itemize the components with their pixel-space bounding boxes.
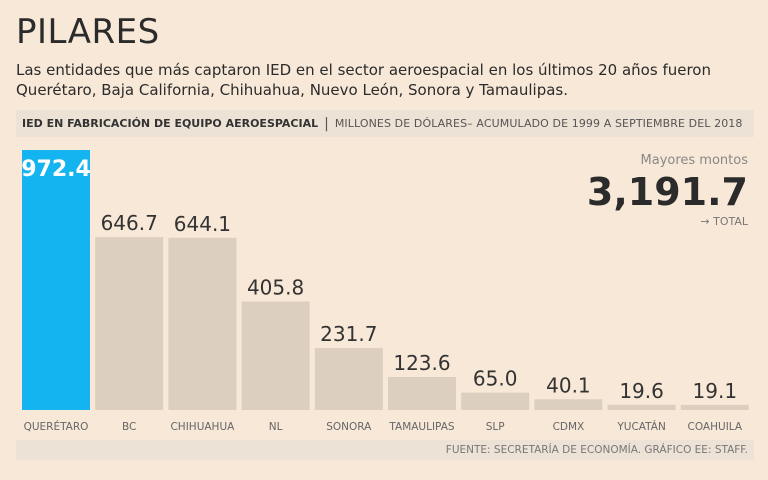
- bar-querétaro: [22, 150, 90, 410]
- bar-value-label: 972.4: [21, 157, 91, 182]
- category-label: QUERÉTARO: [24, 420, 89, 433]
- page-title: PILARES: [16, 12, 160, 52]
- category-label: CDMX: [553, 421, 585, 433]
- bar-value-label: 231.7: [320, 322, 377, 346]
- bar-tamaulipas: [388, 376, 456, 410]
- bar-chihuahua: [168, 237, 237, 410]
- chart-units: MILLONES DE DÓLARES– ACUMULADO DE 1999 A…: [334, 117, 743, 130]
- bar-value-label: 405.8: [247, 275, 304, 299]
- category-label: SONORA: [326, 421, 372, 433]
- bar-value-label: 19.6: [619, 379, 664, 403]
- chart-subtitle: Las entidades que más captaron IED en el…: [16, 61, 711, 99]
- category-label: TAMAULIPAS: [388, 421, 454, 433]
- total-label: Mayores montos: [640, 153, 748, 168]
- band-separator: |: [324, 115, 329, 132]
- category-label: CHIHUAHUA: [170, 421, 235, 433]
- category-label: YUCATÁN: [616, 420, 665, 433]
- bar-value-label: 40.1: [546, 373, 591, 397]
- chart-header-band: IED EN FABRICACIÓN DE EQUIPO AEROESPACIA…: [16, 110, 754, 137]
- bar-bc: [95, 237, 164, 410]
- bar-cdmx: [534, 399, 603, 410]
- total-caption: → TOTAL: [700, 215, 748, 228]
- bar-value-label: 19.1: [693, 379, 738, 403]
- bar-slp: [461, 392, 530, 410]
- bar-value-label: 646.7: [101, 211, 158, 235]
- bar-nl: [241, 301, 310, 410]
- bar-sonora: [314, 348, 383, 410]
- bar-coahuila: [680, 404, 749, 410]
- bar-value-label: 65.0: [473, 367, 518, 391]
- bar-value-label: 123.6: [393, 351, 450, 375]
- category-label: SLP: [486, 421, 505, 433]
- category-label: NL: [269, 421, 283, 433]
- bar-value-label: 644.1: [174, 212, 231, 236]
- bar-yucatán: [607, 404, 676, 410]
- chart-heading: IED EN FABRICACIÓN DE EQUIPO AEROESPACIA…: [22, 117, 319, 130]
- category-label: COAHUILA: [688, 421, 743, 433]
- category-label: BC: [122, 421, 136, 433]
- source-footer: FUENTE: SECRETARÍA DE ECONOMÍA. GRÁFICO …: [16, 440, 754, 460]
- total-value: 3,191.7: [586, 170, 748, 214]
